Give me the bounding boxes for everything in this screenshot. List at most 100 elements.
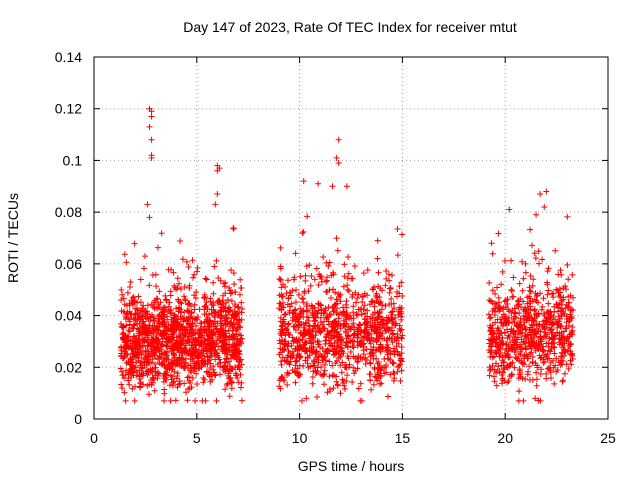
data-point (238, 299, 245, 306)
data-point (506, 308, 513, 315)
data-point (237, 339, 244, 346)
data-point (543, 353, 550, 360)
data-point (513, 336, 520, 343)
data-point (220, 280, 227, 287)
data-point (320, 371, 327, 378)
data-point (284, 277, 291, 284)
data-point (526, 377, 533, 384)
data-point (230, 270, 237, 277)
data-point (125, 370, 132, 377)
data-point (535, 311, 542, 318)
data-point (276, 300, 283, 307)
data-point (299, 397, 306, 404)
data-point (489, 362, 496, 369)
data-point (137, 359, 144, 366)
data-point (498, 380, 505, 387)
data-point (162, 292, 169, 299)
data-point (562, 283, 569, 290)
data-point (367, 340, 374, 347)
data-point (535, 248, 542, 255)
data-point (323, 288, 330, 295)
data-point (375, 365, 382, 372)
data-point (295, 322, 302, 329)
data-point (520, 306, 527, 313)
data-point (361, 290, 368, 297)
data-point (278, 361, 285, 368)
data-point (496, 308, 503, 315)
data-point (396, 311, 403, 318)
data-point (222, 308, 229, 315)
data-point (375, 359, 382, 366)
data-point (235, 379, 242, 386)
data-point (344, 286, 351, 293)
data-point (225, 344, 232, 351)
data-point (372, 293, 379, 300)
data-point (321, 361, 328, 368)
data-point (306, 262, 313, 269)
data-point (510, 342, 517, 349)
data-point (487, 348, 494, 355)
data-point (543, 370, 550, 377)
data-point (362, 310, 369, 317)
data-point (309, 309, 316, 316)
data-point (350, 309, 357, 316)
data-point (172, 397, 179, 404)
data-point (230, 342, 237, 349)
axis-ticks: 0 5 10 15 20 25 0 0.02 0.04 0.06 0.08 0.1 0.12 0.14 (55, 49, 616, 446)
data-point (552, 247, 559, 254)
data-point (177, 380, 184, 387)
data-point (151, 387, 158, 394)
data-point (188, 326, 195, 333)
data-point (394, 226, 401, 233)
data-point (368, 349, 375, 356)
data-point (336, 335, 343, 342)
data-point (160, 308, 167, 315)
data-point (493, 301, 500, 308)
data-point (171, 311, 178, 318)
data-point (361, 302, 368, 309)
data-point (226, 367, 233, 374)
data-point (131, 397, 138, 404)
data-point (187, 314, 194, 321)
data-point (519, 258, 526, 265)
data-point (544, 291, 551, 298)
data-point (351, 263, 358, 270)
data-point (319, 372, 326, 379)
data-point (366, 359, 373, 366)
data-point (179, 352, 186, 359)
data-point (522, 326, 529, 333)
data-point (329, 372, 336, 379)
data-point (389, 308, 396, 315)
data-point (506, 333, 513, 340)
data-point (207, 295, 214, 302)
data-point (237, 384, 244, 391)
data-point (376, 381, 383, 388)
data-point (540, 323, 547, 330)
data-point (383, 317, 390, 324)
data-point (317, 371, 324, 378)
data-point (295, 291, 302, 298)
data-point (489, 250, 496, 257)
data-point (384, 324, 391, 331)
data-point (135, 326, 142, 333)
data-point (533, 293, 540, 300)
data-point (157, 343, 164, 350)
data-point (561, 352, 568, 359)
data-point (187, 303, 194, 310)
data-point (374, 337, 381, 344)
data-point (508, 371, 515, 378)
data-point (234, 304, 241, 311)
data-point (121, 389, 128, 396)
data-point (156, 288, 163, 295)
data-point (527, 226, 534, 233)
data-point (533, 340, 540, 347)
data-point (545, 287, 552, 294)
data-point (148, 113, 155, 120)
data-point (526, 284, 533, 291)
data-point (157, 353, 164, 360)
data-point (207, 317, 214, 324)
data-point (121, 353, 128, 360)
data-point (489, 287, 496, 294)
data-point (120, 323, 127, 330)
data-point (159, 361, 166, 368)
